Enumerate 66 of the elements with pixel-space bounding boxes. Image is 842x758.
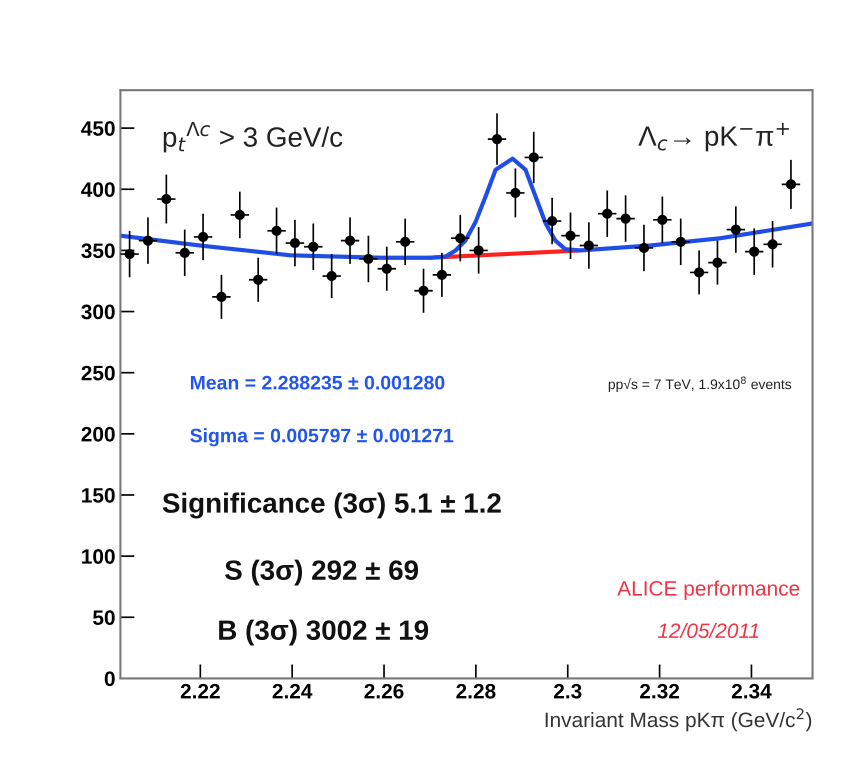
annotation: Mean = 2.288235 ± 0.001280: [190, 376, 444, 390]
point: [363, 254, 374, 264]
annotation: S (3σ) 292 ± 69: [225, 560, 418, 586]
point: [124, 248, 135, 260]
point: [234, 210, 245, 220]
y-tick-label: 200: [82, 426, 115, 442]
y-tick-label: 450: [81, 121, 115, 136]
point: [657, 214, 668, 225]
point: [584, 240, 594, 251]
point: [382, 264, 392, 274]
y-tick-label: 400: [81, 182, 115, 198]
point: [730, 224, 741, 235]
point: [492, 134, 502, 144]
point: [326, 270, 337, 282]
point: [676, 236, 686, 247]
point: [786, 179, 796, 190]
point: [602, 208, 612, 219]
point: [253, 274, 264, 285]
y-tick-label: 100: [82, 549, 115, 564]
y-tick-label: 150: [82, 488, 115, 503]
point: [565, 230, 576, 241]
point: [620, 214, 631, 224]
x-axis-title: Invariant Mass pKπ (GeV/c$^{2}$): [546, 708, 812, 732]
point: [344, 236, 356, 246]
point: [455, 233, 466, 244]
point: [436, 270, 447, 280]
x-tick-label: 2.28: [456, 684, 496, 699]
point: [528, 152, 539, 163]
point: [767, 239, 778, 250]
y-tick-label: 250: [82, 366, 115, 380]
point: [510, 188, 520, 198]
x-tick-label: 2.26: [364, 684, 404, 699]
y-tick-label: 50: [93, 610, 115, 626]
annotation: Sigma = 0.005797 ± 0.001271: [190, 428, 454, 446]
point: [638, 242, 650, 254]
annotation: B (3σ) 3002 ± 19: [219, 620, 428, 646]
annotation: pp√s = 7 TeV, 1.9x10$^{8}$ events: [608, 376, 792, 392]
annotation: p$_{t}$$^{Λc}$ > 3 GeV/c: [164, 122, 342, 152]
annotation: Λ$_{c}$→ pK$^{−}$π$^{+}$: [638, 122, 789, 152]
point: [418, 286, 429, 296]
point: [290, 238, 300, 248]
point: [712, 258, 723, 268]
point: [142, 236, 154, 246]
point: [198, 232, 208, 242]
point: [749, 246, 760, 257]
point: [180, 248, 190, 258]
y-tick-label: 0: [104, 671, 115, 686]
point: [308, 242, 318, 252]
line-series: [120, 156, 813, 260]
x-tick-label: 2.22: [180, 684, 220, 698]
point: [216, 292, 227, 302]
x-tick-label: 2.3: [554, 684, 582, 699]
annotation: 12/05/2011: [658, 622, 758, 638]
y-tick-label: 350: [81, 243, 115, 258]
annotation: Significance (3σ) 5.1 ± 1.2: [162, 492, 501, 518]
x-tick-label: 2.24: [272, 684, 312, 698]
x-tick-label: 2.34: [732, 684, 772, 699]
point: [694, 267, 704, 278]
point: [547, 216, 558, 226]
point: [400, 236, 410, 247]
point: [474, 245, 484, 256]
y-tick-label: 300: [81, 304, 115, 320]
annotation: ALICE performance: [617, 580, 800, 600]
point: [271, 226, 282, 236]
point: [161, 194, 172, 204]
x-tick-label: 2.32: [640, 684, 680, 699]
